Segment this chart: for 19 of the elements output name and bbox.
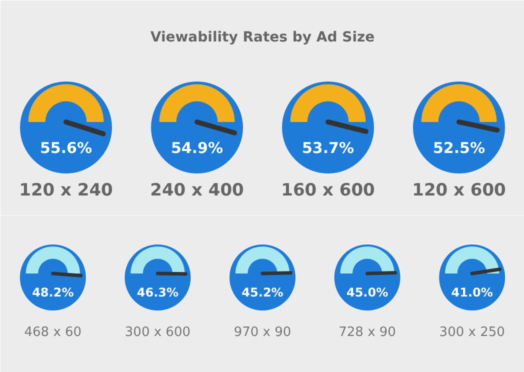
category-label: 240 x 400 [150,180,244,200]
category-label: 160 x 600 [281,180,376,200]
category-label: 300 x 250 [439,325,505,340]
data-label: 53.7% [302,139,354,158]
data-label: 46.3% [136,285,179,300]
category-label: 728 x 90 [338,325,396,340]
data-label: 48.2% [32,285,74,300]
data-label: 55.6% [40,139,92,158]
category-label: 970 x 90 [234,325,292,340]
data-label: 41.0% [451,285,493,300]
category-label: 120 x 240 [19,180,114,200]
text: Viewability Rates by Ad Size [150,30,375,46]
data-label: 45.0% [346,285,388,300]
data-label: 45.2% [242,285,284,300]
category-label: 120 x 600 [412,180,506,200]
data-label: 54.9% [170,139,224,158]
data-label: 52.5% [432,139,486,158]
category-label: 300 x 600 [124,325,190,340]
category-label: 468 x 60 [24,325,82,340]
